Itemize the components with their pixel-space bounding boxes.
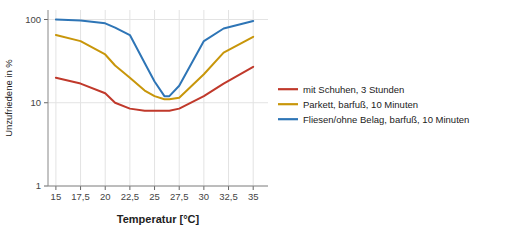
- y-grid-line: [48, 186, 268, 187]
- y-tick: [44, 186, 48, 187]
- x-tick: [55, 186, 56, 190]
- x-tick: [203, 186, 204, 190]
- x-tick-label: 22,5: [121, 191, 140, 202]
- x-tick-label: 32,5: [219, 191, 238, 202]
- y-tick: [44, 19, 48, 20]
- y-grid-line: [48, 102, 268, 103]
- x-grid-line: [203, 10, 204, 186]
- y-tick-label: 1: [36, 180, 41, 191]
- x-grid-line: [80, 10, 81, 186]
- x-tick-label: 27,5: [170, 191, 189, 202]
- axes: 15 17,5 20 22,5 25 27,5 30 32,5 35 1 10 100: [25, 10, 268, 202]
- x-axis-label: Temperatur [°C]: [117, 213, 200, 225]
- y-axis-line: [48, 10, 49, 186]
- y-axis-label: Unzufriedene in %: [3, 59, 14, 137]
- chart-container: 15 17,5 20 22,5 25 27,5 30 32,5 35 1 10 100 Temperat…: [0, 0, 505, 229]
- legend-label: Fliesen/ohne Belag, barfuß, 10 Minuten: [303, 114, 469, 125]
- y-tick: [44, 102, 48, 103]
- legend-label: mit Schuhen, 3 Stunden: [303, 84, 404, 95]
- x-tick-label: 25: [149, 191, 160, 202]
- x-axis-line: [48, 186, 268, 187]
- x-grid-line: [105, 10, 106, 186]
- x-tick-label: 15: [51, 191, 62, 202]
- y-tick-label: 10: [30, 97, 41, 108]
- legend-label: Parkett, barfuß, 10 Minuten: [303, 99, 418, 110]
- x-tick-label: 35: [248, 191, 259, 202]
- y-tick-label: 100: [25, 14, 41, 25]
- series-lines: [56, 19, 253, 110]
- chart-svg: 15 17,5 20 22,5 25 27,5 30 32,5 35 1 10 100 Temperat…: [0, 0, 505, 229]
- legend-swatch: [278, 88, 298, 90]
- x-tick: [179, 186, 180, 190]
- x-tick: [253, 186, 254, 190]
- legend-swatch: [278, 103, 298, 105]
- x-grid-line: [154, 10, 155, 186]
- legend-swatch: [278, 118, 298, 120]
- x-tick: [129, 186, 130, 190]
- page: {"chart_data": { "type": "line", "x_labe…: [0, 0, 505, 229]
- series-line: [56, 67, 253, 111]
- grid: [48, 10, 268, 186]
- x-tick-label: 30: [199, 191, 210, 202]
- x-tick-label: 17,5: [71, 191, 90, 202]
- series-line: [56, 35, 253, 99]
- series-line: [56, 19, 253, 96]
- x-grid-line: [228, 10, 229, 186]
- x-tick: [80, 186, 81, 190]
- legend: mit Schuhen, 3 Stunden Parkett, barfuß, 1…: [278, 84, 469, 125]
- x-tick: [154, 186, 155, 190]
- x-tick-label: 20: [100, 191, 111, 202]
- x-tick: [228, 186, 229, 190]
- x-grid-line: [55, 10, 56, 186]
- x-tick: [105, 186, 106, 190]
